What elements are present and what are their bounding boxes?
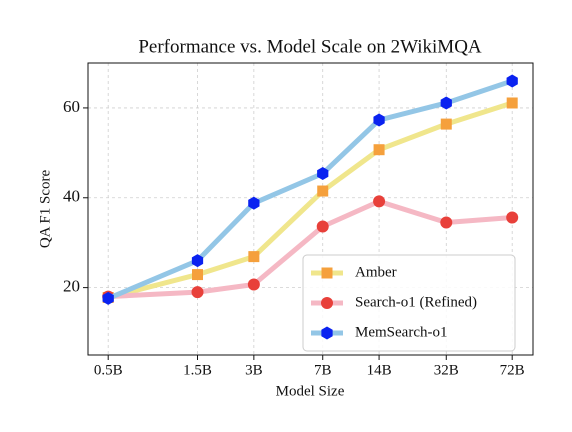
- marker: [248, 251, 260, 263]
- marker: [373, 195, 386, 208]
- legend: [302, 254, 516, 352]
- marker: [321, 326, 333, 340]
- marker: [316, 220, 329, 233]
- marker: [102, 291, 114, 305]
- legend-label: MemSearch-o1: [355, 324, 447, 340]
- marker: [373, 144, 385, 156]
- marker: [192, 269, 204, 281]
- x-axis-label: Model Size: [276, 383, 345, 399]
- marker: [321, 267, 333, 279]
- marker: [506, 74, 518, 88]
- legend-box: [302, 254, 516, 352]
- x-tick-label: 7B: [314, 362, 332, 378]
- marker: [191, 254, 204, 268]
- plot-frame: [87, 62, 534, 356]
- marker: [440, 118, 452, 130]
- legend-label: Amber: [355, 264, 397, 280]
- x-tick-label: 32B: [434, 362, 459, 378]
- y-tick-label: 40: [63, 187, 80, 206]
- y-axis-label: QA F1 Score: [37, 169, 53, 248]
- marker: [191, 286, 204, 299]
- marker: [321, 297, 333, 309]
- chart-title: Performance vs. Model Scale on 2WikiMQA: [138, 36, 482, 57]
- marker: [506, 97, 518, 109]
- marker: [506, 211, 519, 224]
- grid: [88, 63, 533, 355]
- marker: [440, 96, 452, 110]
- y-tick-label: 60: [63, 97, 80, 116]
- marker: [247, 278, 260, 291]
- marker: [440, 216, 453, 229]
- x-tick-label: 14B: [367, 362, 392, 378]
- marker: [248, 196, 260, 210]
- y-tick-label: 20: [63, 277, 80, 296]
- marker: [317, 185, 329, 197]
- legend-label: Search-o1 (Refined): [355, 294, 477, 310]
- x-tick-label: 0.5B: [94, 362, 123, 378]
- marker: [373, 113, 385, 127]
- x-tick-label: 1.5B: [183, 362, 212, 378]
- marker: [317, 167, 329, 181]
- x-tick-label: 3B: [245, 362, 263, 378]
- x-tick-label: 72B: [500, 362, 525, 378]
